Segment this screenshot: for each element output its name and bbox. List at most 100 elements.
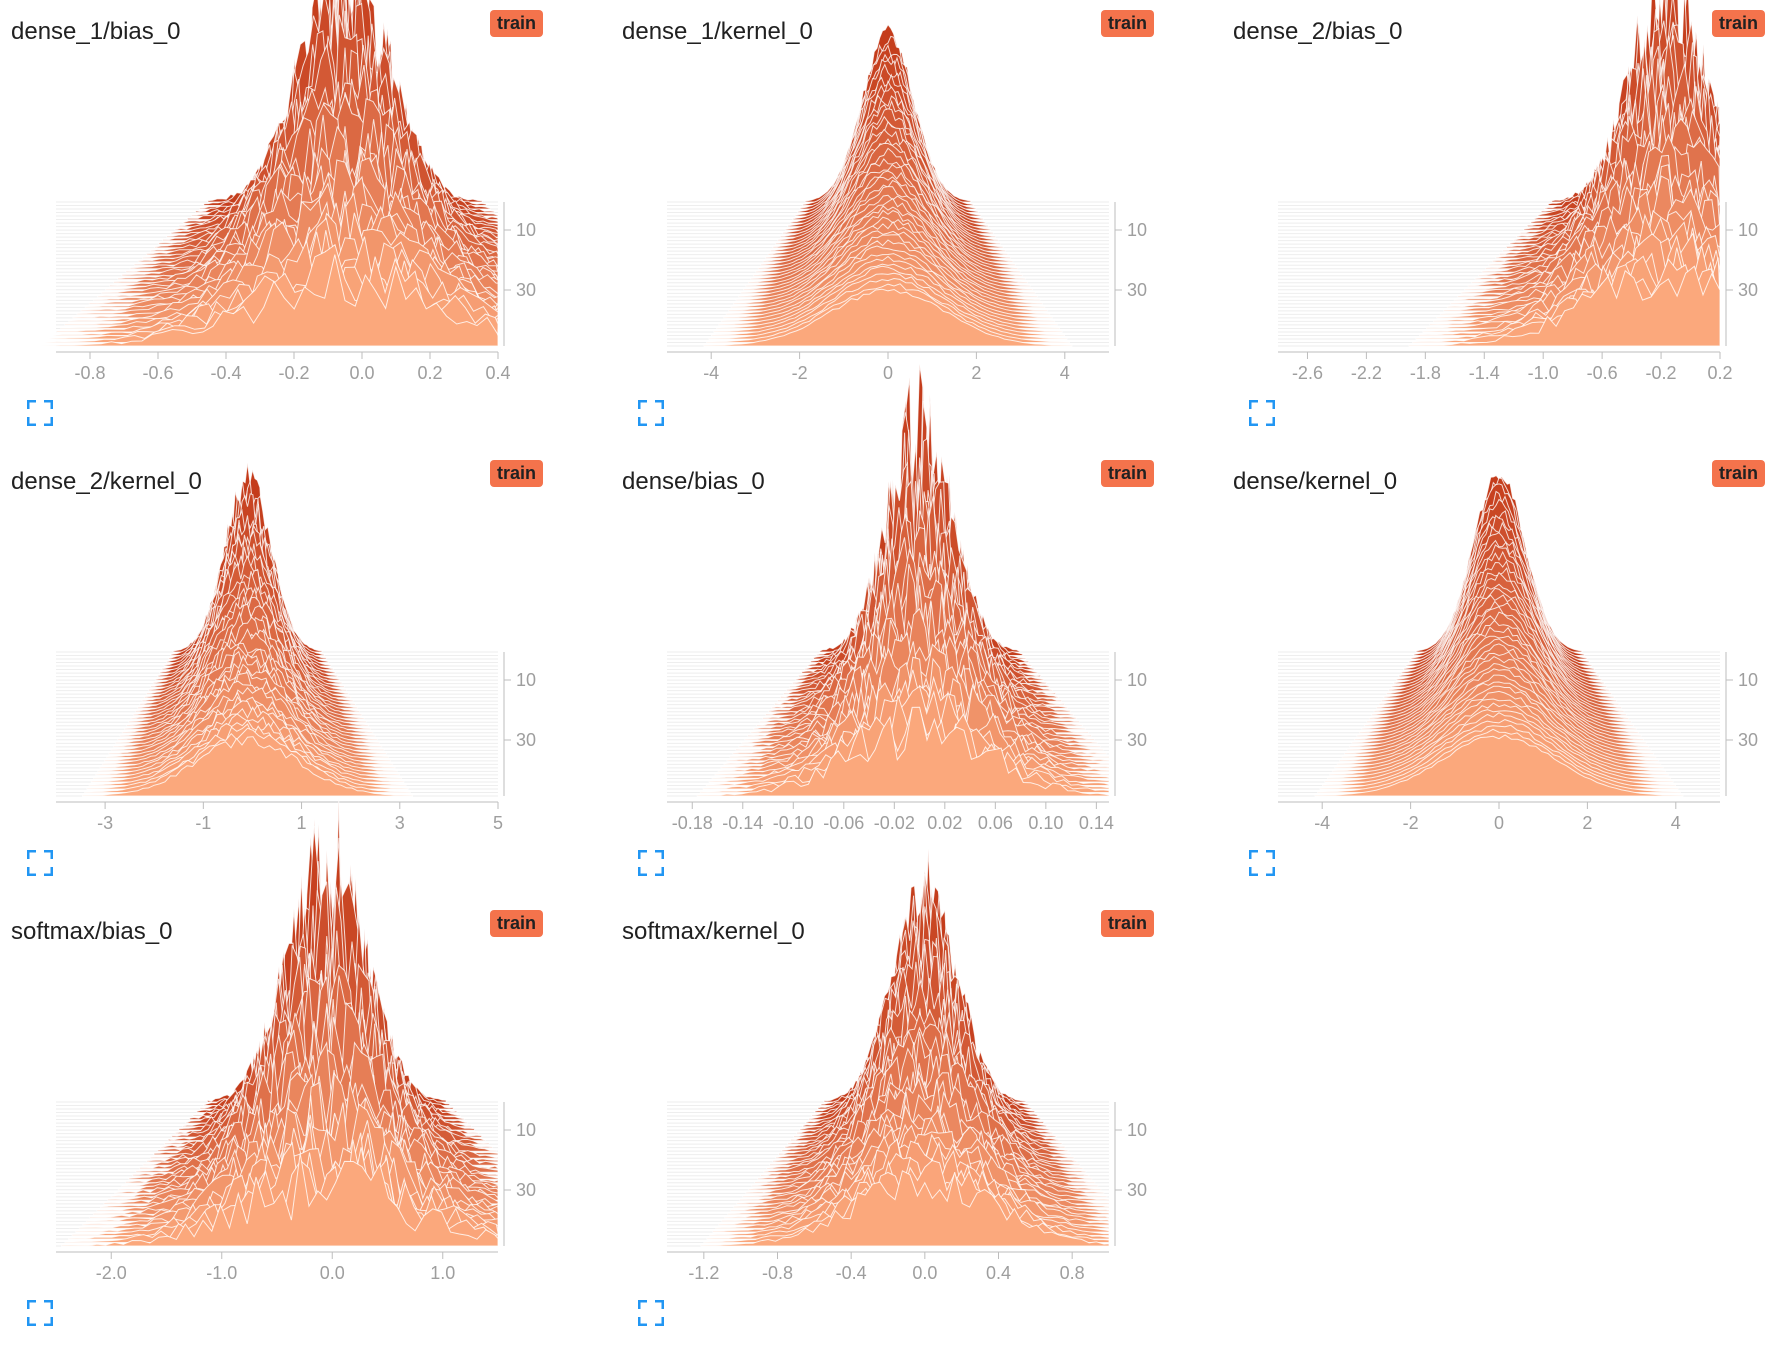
histogram-slice — [700, 1170, 1110, 1247]
run-tag: train — [1712, 460, 1766, 487]
x-tick-label: 2 — [971, 363, 981, 383]
x-tick-label: -2.6 — [1292, 363, 1323, 383]
x-axis: -2.0 -1.0 0.0 1.0 — [56, 1251, 498, 1283]
x-tick-label: 0.0 — [349, 363, 374, 383]
x-tick-label: 0.4 — [986, 1263, 1011, 1283]
fullscreen-icon[interactable] — [27, 400, 53, 426]
y-tick-label: 10 — [1738, 670, 1758, 690]
y-tick-label: 10 — [516, 670, 536, 690]
x-tick-label: -0.6 — [1587, 363, 1618, 383]
fullscreen-icon[interactable] — [638, 400, 664, 426]
histogram-slice — [703, 288, 1073, 347]
x-tick-label: 0 — [883, 363, 893, 383]
fullscreen-icon[interactable] — [1249, 400, 1275, 426]
histogram-plot: -0.18 -0.14 -0.10 -0.06 -0.02 0.02 0.06 0.10 0.1… — [667, 363, 1147, 833]
x-tick-label: 1 — [297, 813, 307, 833]
card-title: dense_2/kernel_0 — [11, 468, 202, 495]
x-tick-label: 0.2 — [1707, 363, 1732, 383]
x-axis: -0.8 -0.6 -0.4 -0.2 0.0 0.2 0.4 — [56, 351, 511, 383]
histogram-slice — [1408, 265, 1721, 347]
y-tick-label: 10 — [1127, 1120, 1147, 1140]
histogram-card: softmax/kernel_0 train -1.2 -0.8 -0.4 0.0 0.4 0… — [611, 848, 1201, 1350]
y-axis: 10 30 — [503, 652, 536, 796]
y-axis: 10 30 — [503, 202, 536, 346]
x-tick-label: 0.4 — [485, 363, 510, 383]
x-tick-label: 0.2 — [417, 363, 442, 383]
y-tick-label: 30 — [1738, 730, 1758, 750]
x-tick-label: -3 — [97, 813, 113, 833]
x-tick-label: 0.06 — [978, 813, 1013, 833]
fullscreen-icon[interactable] — [27, 850, 53, 876]
x-tick-label: -0.2 — [278, 363, 309, 383]
run-tag: train — [490, 910, 544, 937]
x-axis: -4 -2 0 2 4 — [667, 351, 1109, 383]
x-tick-label: 5 — [493, 813, 503, 833]
histogram-plot: -4 -2 0 2 4 10 30 — [667, 23, 1147, 383]
y-tick-label: 30 — [1127, 730, 1147, 750]
run-tag: train — [1101, 460, 1155, 487]
x-tick-label: 0.8 — [1060, 1263, 1085, 1283]
y-axis: 10 30 — [1114, 202, 1147, 346]
x-tick-label: 0.0 — [320, 1263, 345, 1283]
run-tag: train — [1101, 10, 1155, 37]
x-axis: -4 -2 0 2 4 — [1278, 801, 1720, 833]
y-tick-label: 30 — [1127, 1180, 1147, 1200]
card-title: softmax/bias_0 — [11, 918, 173, 945]
x-tick-label: 0.0 — [912, 1263, 937, 1283]
x-tick-label: 0.10 — [1028, 813, 1063, 833]
x-tick-label: 2 — [1582, 813, 1592, 833]
x-axis: -0.18 -0.14 -0.10 -0.06 -0.02 0.02 0.06 0.10 0.1… — [667, 801, 1114, 833]
x-axis: -3 -1 1 3 5 — [56, 801, 503, 833]
y-axis: 10 30 — [1114, 652, 1147, 796]
card-title: dense_1/kernel_0 — [622, 18, 813, 45]
x-tick-label: -1.0 — [206, 1263, 237, 1283]
run-tag: train — [490, 10, 544, 37]
histogram-slice — [40, 254, 499, 347]
fullscreen-icon[interactable] — [1249, 850, 1275, 876]
histogram-slice — [82, 736, 413, 797]
x-tick-label: -0.8 — [74, 363, 105, 383]
x-tick-label: -0.4 — [210, 363, 241, 383]
fullscreen-icon[interactable] — [27, 1300, 53, 1326]
histogram-plot: -2.6 -2.2 -1.8 -1.4 -1.0 -0.6 -0.2 0.2 10 30 — [1278, 0, 1758, 383]
x-tick-label: -0.4 — [836, 1263, 867, 1283]
x-tick-label: -0.6 — [142, 363, 173, 383]
x-tick-label: -1.4 — [1469, 363, 1500, 383]
card-title: dense_1/bias_0 — [11, 18, 181, 45]
y-tick-label: 10 — [1127, 220, 1147, 240]
y-axis: 10 30 — [1725, 652, 1758, 796]
histogram-card: dense_2/kernel_0 train -3 -1 1 3 5 10 30 — [0, 450, 590, 900]
histogram-plot: -2.0 -1.0 0.0 1.0 10 30 — [56, 799, 536, 1283]
histogram-plot: -1.2 -0.8 -0.4 0.0 0.4 0.8 10 30 — [667, 848, 1147, 1283]
fullscreen-icon[interactable] — [638, 850, 664, 876]
y-tick-label: 30 — [516, 730, 536, 750]
card-title: dense_2/bias_0 — [1233, 18, 1403, 45]
x-axis: -1.2 -0.8 -0.4 0.0 0.4 0.8 — [667, 1251, 1109, 1283]
x-tick-label: -1.0 — [1528, 363, 1559, 383]
x-tick-label: -1.8 — [1410, 363, 1441, 383]
histogram-plot: -3 -1 1 3 5 10 30 — [56, 462, 536, 833]
x-tick-label: 0.14 — [1079, 813, 1114, 833]
x-tick-label: -1 — [195, 813, 211, 833]
run-tag: train — [1101, 910, 1155, 937]
histogram-card: dense_1/bias_0 train -0.8 -0.6 -0.4 -0.2 0.0 0.… — [0, 0, 590, 450]
histogram-card: dense_1/kernel_0 train -4 -2 0 2 4 10 30 — [611, 0, 1201, 450]
histogram-slice — [1314, 734, 1684, 797]
y-tick-label: 30 — [1127, 280, 1147, 300]
card-title: dense/kernel_0 — [1233, 468, 1398, 495]
x-tick-label: -0.06 — [823, 813, 864, 833]
x-tick-label: 0.02 — [927, 813, 962, 833]
run-tag: train — [490, 460, 544, 487]
x-tick-label: -0.8 — [762, 1263, 793, 1283]
y-tick-label: 30 — [516, 1180, 536, 1200]
x-tick-label: -2 — [792, 363, 808, 383]
card-title: softmax/kernel_0 — [622, 918, 805, 945]
x-axis: -2.6 -2.2 -1.8 -1.4 -1.0 -0.6 -0.2 0.2 — [1278, 351, 1733, 383]
y-tick-label: 10 — [516, 1120, 536, 1140]
y-axis: 10 30 — [1725, 202, 1758, 346]
fullscreen-icon[interactable] — [638, 1300, 664, 1326]
histogram-card: dense/bias_0 train -0.18 -0.14 -0.10 -0.06 -0.… — [611, 363, 1201, 900]
histogram-card: softmax/bias_0 train -2.0 -1.0 0.0 1.0 10 30 — [0, 799, 590, 1350]
x-tick-label: -0.02 — [874, 813, 915, 833]
x-tick-label: -2.2 — [1351, 363, 1382, 383]
